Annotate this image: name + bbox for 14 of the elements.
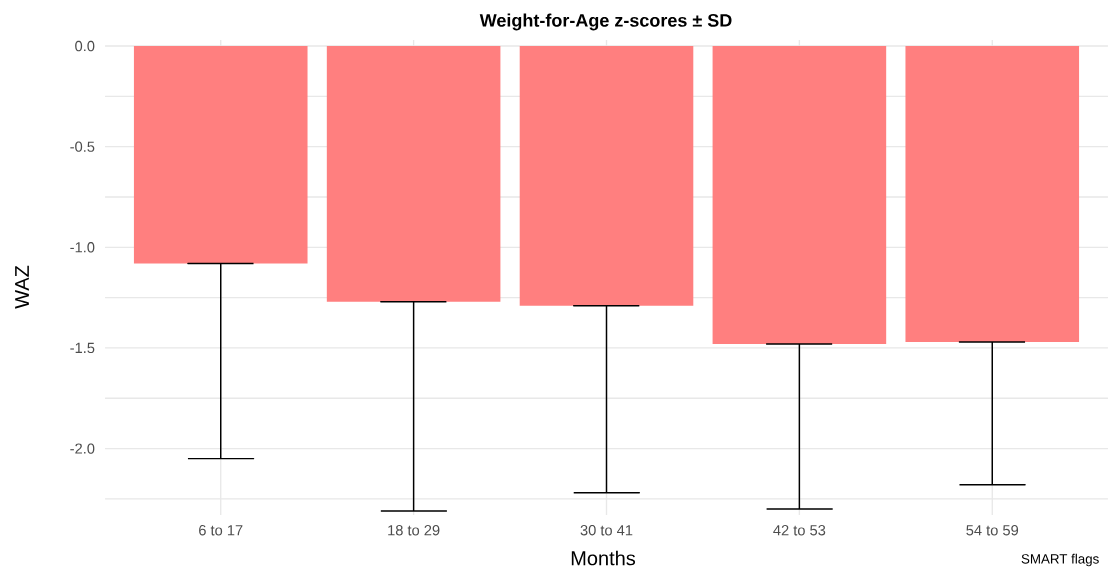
x-tick-label: 18 to 29	[388, 525, 440, 536]
x-tick-label: 42 to 53	[773, 525, 826, 536]
x-tick-label: 54 to 59	[966, 525, 1019, 536]
y-tick-label: -1.0	[70, 242, 95, 253]
x-tick-label: 30 to 41	[580, 525, 633, 536]
y-tick-label: -2.0	[70, 443, 95, 454]
y-tick-label: -1.5	[70, 342, 95, 354]
x-axis-title: Months	[571, 550, 636, 566]
chart-title: Weight-for-Age z-scores ± SD	[479, 13, 732, 31]
text: SMART flags	[1021, 553, 1099, 567]
y-axis-title: WAZ	[15, 265, 29, 309]
y-tick-label: 0.0	[75, 40, 95, 52]
x-tick-label: 6 to 17	[199, 525, 243, 536]
y-tick-label: -0.5	[70, 141, 95, 152]
